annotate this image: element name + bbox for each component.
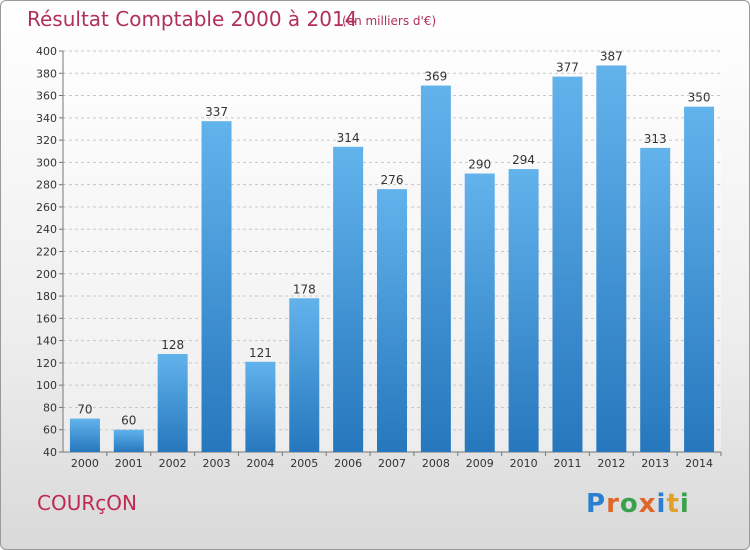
logo-letter: t <box>666 489 680 519</box>
x-tick-label-2009: 2009 <box>466 457 494 470</box>
logo-letter: i <box>679 489 690 519</box>
value-label-2010: 294 <box>512 153 535 167</box>
y-tick-label: 120 <box>36 357 57 370</box>
logo-letter: o <box>619 489 639 519</box>
bar-2005 <box>289 298 320 452</box>
x-tick-label-2008: 2008 <box>422 457 450 470</box>
x-tick-label-2012: 2012 <box>597 457 625 470</box>
commune-name: COURçON <box>37 491 137 515</box>
value-label-2004: 121 <box>249 346 272 360</box>
x-tick-label-2001: 2001 <box>115 457 143 470</box>
value-label-2002: 128 <box>161 338 184 352</box>
chart-title: Résultat Comptable 2000 à 2014 <box>27 7 358 31</box>
value-label-2014: 350 <box>688 91 711 105</box>
bar-2011 <box>552 76 583 452</box>
bar-2004 <box>245 361 276 452</box>
bar-2008 <box>420 85 451 453</box>
y-tick-label: 400 <box>36 45 57 58</box>
x-tick-label-2000: 2000 <box>71 457 99 470</box>
bar-2012 <box>596 65 627 452</box>
x-tick-label-2013: 2013 <box>641 457 669 470</box>
x-tick-label-2011: 2011 <box>553 457 581 470</box>
y-tick-label: 280 <box>36 179 57 192</box>
value-label-2000: 70 <box>77 403 92 417</box>
y-tick-label: 340 <box>36 112 57 125</box>
x-tick-label-2007: 2007 <box>378 457 406 470</box>
bar-2001 <box>113 429 144 452</box>
y-tick-label: 60 <box>43 424 57 437</box>
x-tick-label-2003: 2003 <box>203 457 231 470</box>
y-tick-label: 100 <box>36 379 57 392</box>
logo-letter: i <box>656 489 667 519</box>
y-tick-label: 220 <box>36 246 57 259</box>
value-label-2006: 314 <box>337 131 360 145</box>
value-label-2011: 377 <box>556 61 579 75</box>
y-tick-label: 80 <box>43 401 57 414</box>
bar-2010 <box>508 169 539 453</box>
y-tick-label: 200 <box>36 268 57 281</box>
x-tick-label-2002: 2002 <box>159 457 187 470</box>
value-label-2008: 369 <box>424 70 447 84</box>
y-tick-label: 240 <box>36 223 57 236</box>
bar-2007 <box>377 189 407 452</box>
x-tick-label-2014: 2014 <box>685 457 713 470</box>
value-label-2005: 178 <box>293 282 316 296</box>
logo-letter: x <box>638 489 657 519</box>
y-tick-label: 140 <box>36 335 57 348</box>
logo-letter: P <box>586 489 607 519</box>
value-label-2001: 60 <box>121 414 136 428</box>
y-tick-label: 160 <box>36 312 57 325</box>
bar-2009 <box>464 173 495 452</box>
y-tick-label: 180 <box>36 290 57 303</box>
x-tick-label-2010: 2010 <box>510 457 538 470</box>
x-tick-label-2005: 2005 <box>290 457 318 470</box>
bar-2003 <box>201 121 232 453</box>
proxiti-logo: Proxiti <box>586 489 690 519</box>
value-label-2003: 337 <box>205 105 228 119</box>
y-tick-label: 300 <box>36 156 57 169</box>
chart-subtitle: (en milliers d'€) <box>342 14 437 28</box>
y-tick-label: 380 <box>36 67 57 80</box>
value-label-2007: 276 <box>381 173 404 187</box>
value-label-2009: 290 <box>468 158 491 172</box>
y-tick-label: 360 <box>36 90 57 103</box>
y-tick-label: 40 <box>43 446 57 459</box>
logo-letter: r <box>606 489 620 519</box>
x-tick-label-2006: 2006 <box>334 457 362 470</box>
bar-2002 <box>157 353 188 452</box>
value-label-2013: 313 <box>644 132 667 146</box>
bar-2014 <box>684 106 715 452</box>
bar-2013 <box>640 147 671 453</box>
bar-2006 <box>333 146 364 453</box>
x-tick-label-2004: 2004 <box>246 457 274 470</box>
y-tick-label: 260 <box>36 201 57 214</box>
y-tick-label: 320 <box>36 134 57 147</box>
value-label-2012: 387 <box>600 49 623 63</box>
bar-2000 <box>69 418 100 452</box>
